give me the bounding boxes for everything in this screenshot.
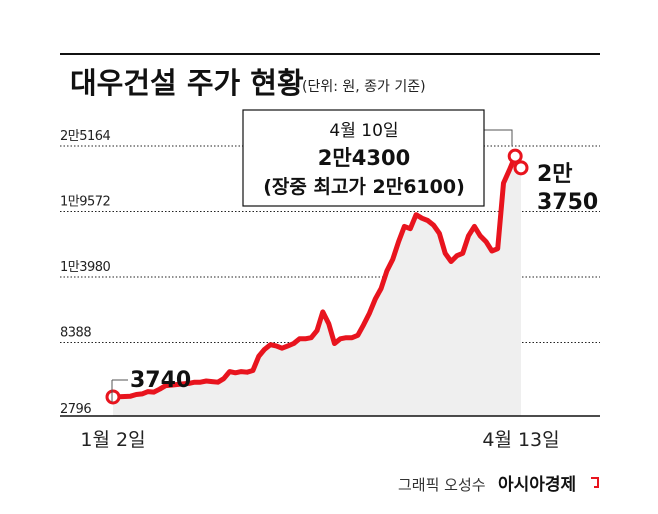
- x-tick-end: 4월 13일: [482, 429, 559, 451]
- first-value-label: 3740: [130, 368, 191, 393]
- graphic-credit: 그래픽 오성수: [398, 476, 486, 494]
- callout-leader: [484, 129, 513, 146]
- chart-subtitle: (단위: 원, 종가 기준): [302, 79, 426, 95]
- peak-point-marker: [507, 148, 523, 164]
- y-tick-labels: 2796 8388 1만3980 1만9572 2만5164: [60, 129, 111, 417]
- brand-mark-icon: [591, 477, 599, 488]
- y-tick-label: 2796: [60, 402, 91, 417]
- y-tick-label: 8388: [60, 326, 91, 341]
- series-line: [110, 153, 524, 400]
- y-tick-label: 2만5164: [60, 129, 111, 144]
- last-value-label-line1: 2만: [537, 162, 573, 187]
- y-tick-label: 1만3980: [60, 260, 111, 275]
- last-point-marker: [513, 160, 529, 176]
- y-tick-label: 1만9572: [60, 195, 110, 210]
- callout-date: 4월 10일: [329, 121, 398, 141]
- x-tick-start: 1월 2일: [80, 429, 145, 451]
- brand-logo-text: 아시아경제: [498, 475, 576, 495]
- last-value-label-line2: 3750: [537, 190, 598, 215]
- callout-note: (장중 최고가 2만6100): [263, 176, 465, 198]
- chart-title: 대우건설 주가 현황: [70, 66, 304, 100]
- callout-box: [242, 109, 485, 207]
- series-area: [113, 156, 521, 416]
- callout-value: 2만4300: [318, 146, 410, 170]
- peak-callout: 4월 10일 2만4300 (장중 최고가 2만6100): [242, 109, 513, 207]
- first-point-marker: [105, 389, 121, 405]
